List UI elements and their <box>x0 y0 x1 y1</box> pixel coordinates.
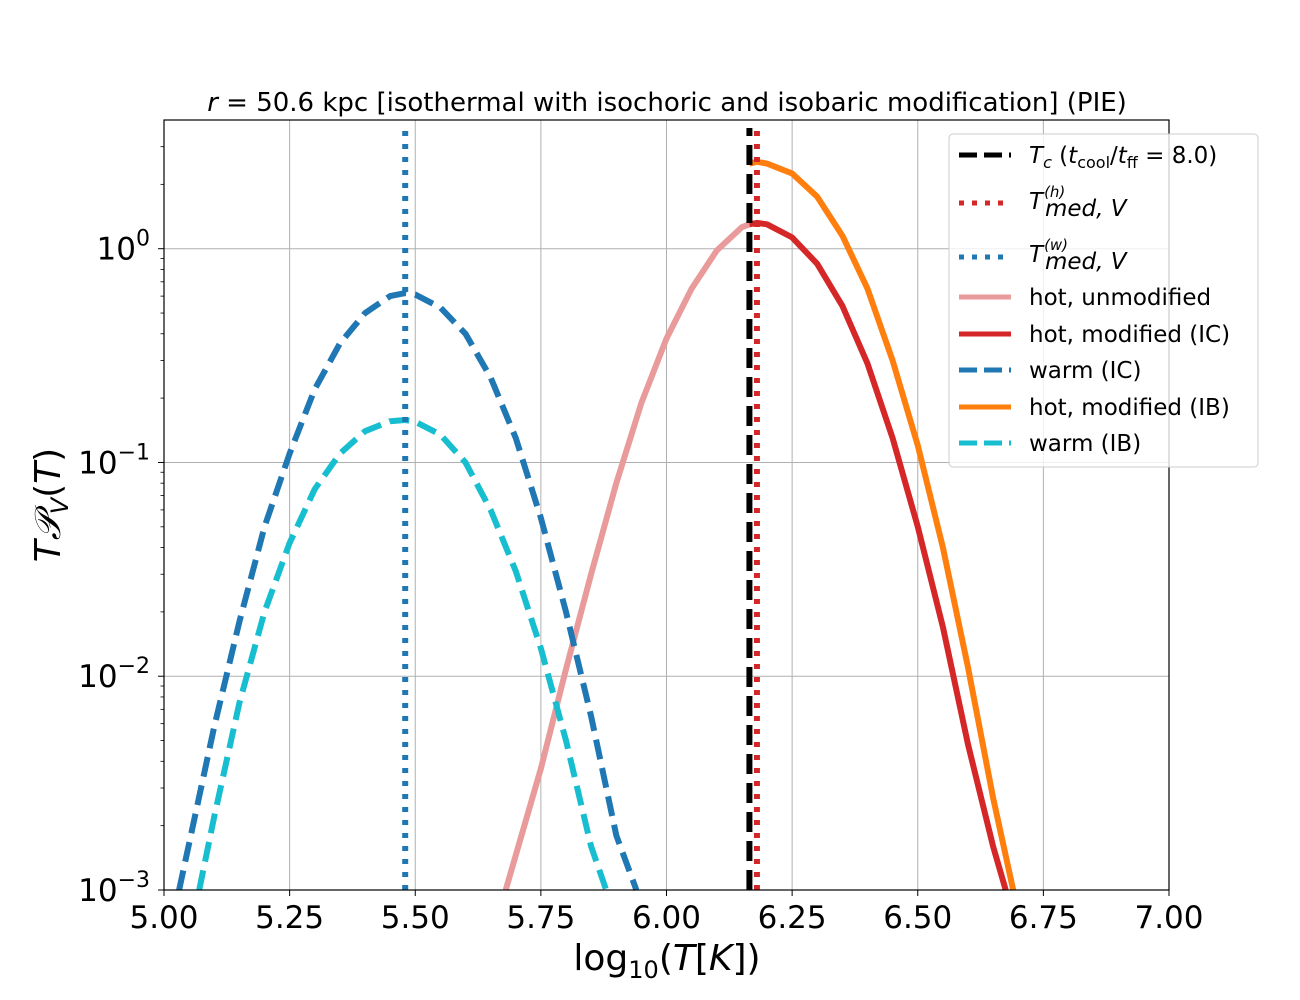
series-line-hot-modified-ic <box>748 219 1009 891</box>
chart-title: r = 50.6 kpc [isothermal with isochoric … <box>207 88 1127 118</box>
legend-label-med-h: T(h) <box>1029 183 1065 215</box>
legend-entry-hot-modified-ib: hot, modified (IB) <box>959 395 1230 421</box>
legend-label-med-w: T(w) <box>1029 236 1068 268</box>
series-line-hot-unmodified <box>502 221 751 891</box>
legend-box <box>948 133 1259 468</box>
x-tick-label: 5.00 <box>129 900 198 936</box>
y-tick-label: 10−1 <box>78 440 150 481</box>
legend-entry-tc: Tc (tcool/tff = 8.0) <box>959 143 1217 172</box>
legend-entry-med-h: T(h) med, V <box>959 183 1129 222</box>
series-line-hot-modified-ib <box>748 158 1017 891</box>
y-tick-label: 10−2 <box>78 654 150 695</box>
legend-entry-hot-unmodified: hot, unmodified <box>959 285 1211 311</box>
legend-label-hot-unmodified: hot, unmodified <box>1029 285 1211 311</box>
x-axis-label: log10(T[K]) <box>573 938 760 984</box>
legend-label-hot-modified-ib: hot, modified (IB) <box>1029 395 1230 421</box>
y-axis-label: T𝒫V(T) <box>28 448 74 562</box>
legend-entry-med-w: T(w) med, V <box>959 236 1129 275</box>
legend-label-med-w-sub: med, V <box>1045 249 1129 275</box>
x-tick-label: 7.00 <box>1134 900 1203 936</box>
legend-entry-warm-ic: warm (IC) <box>959 358 1141 384</box>
legend-label-warm-ic: warm (IC) <box>1029 358 1141 384</box>
legend-label-hot-modified-ic: hot, modified (IC) <box>1029 322 1230 348</box>
x-tick-label: 6.50 <box>883 900 952 936</box>
legend-label-warm-ib: warm (IB) <box>1029 431 1141 457</box>
x-tick-label: 5.75 <box>506 900 575 936</box>
plot-area <box>176 128 1017 892</box>
legend: Tc (tcool/tff = 8.0) T(h) med, V T(w) me… <box>948 133 1259 468</box>
x-tick-label: 6.75 <box>1009 900 1078 936</box>
x-tick-label: 6.25 <box>758 900 827 936</box>
series-line-warm-ic <box>176 290 640 892</box>
x-tick-label: 5.50 <box>381 900 450 936</box>
y-tick-label: 10−3 <box>78 868 150 909</box>
legend-entry-hot-modified-ic: hot, modified (IC) <box>959 322 1230 348</box>
legend-entry-warm-ib: warm (IB) <box>959 431 1141 457</box>
y-tick-label: 100 <box>97 227 150 268</box>
legend-label-tc: Tc (tcool/tff = 8.0) <box>1029 143 1217 172</box>
legend-label-med-h-sub: med, V <box>1045 196 1129 222</box>
x-tick-label: 5.25 <box>255 900 324 936</box>
ticks: 5.00 5.25 5.50 5.75 6.00 6.25 6.50 6.75 7.00 10−3… <box>78 146 1204 936</box>
x-tick-label: 6.00 <box>632 900 701 936</box>
